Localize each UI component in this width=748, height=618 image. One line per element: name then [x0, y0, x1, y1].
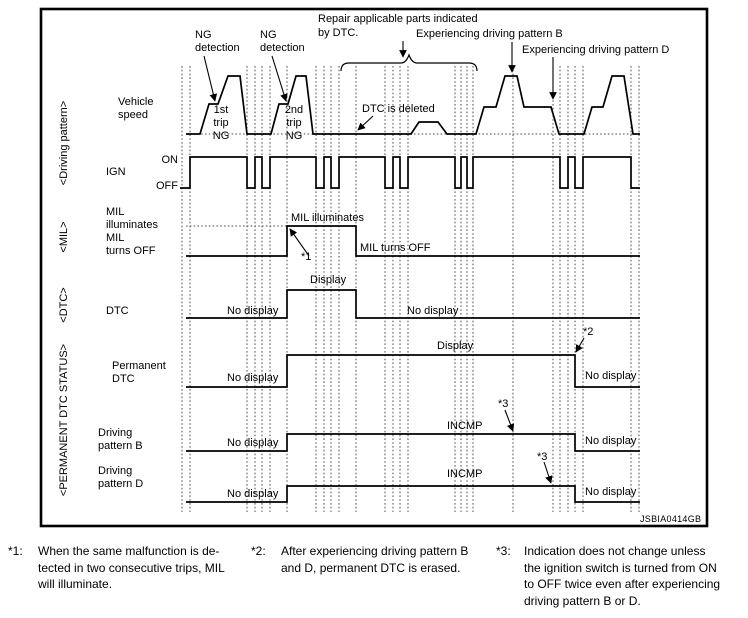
dtc-no-display-left: No display: [227, 305, 279, 317]
pdtc-no-display-right: No display: [585, 370, 637, 382]
dtc-display-label: Display: [310, 274, 347, 286]
signal-mil: [186, 225, 640, 257]
signal-dtc: [186, 289, 640, 319]
dtc-no-display-right: No display: [407, 305, 459, 317]
footnote-3-text: Indication does not change unless the ig…: [524, 544, 721, 608]
row-label-dtc: DTC: [106, 305, 129, 317]
annotation-experiencing-pattern-d: Experiencing driving pattern D: [522, 44, 670, 56]
side-label-permanent-dtc-status: <PERMANENT DTC STATUS>: [58, 343, 70, 497]
annotation-repair: Repair applicable parts indicated by DTC…: [318, 13, 478, 39]
annotation-star1: *1: [301, 251, 312, 263]
annotation-dtc-deleted: DTC is deleted: [362, 103, 435, 115]
label-trip2: 2nd trip NG: [284, 104, 304, 142]
side-label-mil: <MIL>: [58, 221, 70, 253]
b-no-display-left: No display: [227, 437, 279, 449]
arrow-star1-mil-corner: [289, 228, 310, 257]
arrow-star3-pattern-d: [543, 461, 553, 484]
arrow-star2-pdtc-drop: [575, 337, 585, 353]
footnote-1-marker: *1:: [8, 544, 23, 558]
d-incmp-label: INCMP: [447, 468, 483, 480]
b-no-display-right: No display: [585, 435, 637, 447]
diagram-border: [39, 7, 709, 528]
row-label-vehicle-speed: Vehicle speed: [118, 96, 154, 121]
arrow-ng-detection-1: [203, 55, 218, 102]
row-label-permanent-dtc: Permanent DTC: [112, 360, 166, 385]
signal-driving-pattern-d: [186, 485, 640, 503]
row-label-pattern-b: Driving pattern B: [98, 427, 143, 452]
row-label-ign: IGN: [106, 166, 126, 178]
signal-vehicle-speed: [186, 75, 640, 135]
signal-ign: [180, 156, 640, 189]
annotation-ng-detection-1: NG detection: [195, 29, 240, 54]
signal-permanent-dtc: [186, 354, 640, 388]
d-no-display-right: No display: [585, 486, 637, 498]
annotation-star2: *2: [583, 326, 594, 338]
label-trip1: 1st trip NG: [212, 104, 230, 142]
ign-off-label: OFF: [156, 180, 178, 192]
annotation-star3-b: *3: [498, 398, 509, 410]
figure-code: JSBIA0414GB: [640, 514, 702, 524]
d-no-display-left: No display: [227, 488, 279, 500]
pdtc-no-display-left: No display: [227, 372, 279, 384]
arrow-star3-pattern-b: [504, 409, 515, 432]
footnote-2-text: After experiencing driving pattern B and…: [281, 544, 469, 575]
arrow-dtc-deleted: [357, 115, 374, 131]
b-incmp-label: INCMP: [447, 420, 483, 432]
annotation-mil-illuminates: MIL illuminates: [291, 212, 364, 224]
row-label-mil: MIL illuminates MIL turns OFF: [106, 206, 158, 257]
footnote-1-text: When the same malfunction is de- tected …: [38, 544, 225, 591]
arrow-ng-detection-2: [271, 55, 288, 102]
signal-driving-pattern-b: [186, 433, 640, 452]
side-label-dtc: <DTC>: [58, 287, 70, 323]
pdtc-display-label: Display: [437, 340, 474, 352]
row-label-pattern-d: Driving pattern D: [98, 465, 144, 490]
annotation-mil-turns-off: MIL turns OFF: [360, 242, 431, 254]
side-label-driving-pattern: <Driving pattern>: [58, 100, 70, 186]
annotation-experiencing-pattern-b: Experiencing driving pattern B: [416, 28, 563, 40]
ign-on-label: ON: [161, 154, 179, 166]
footnote-2-marker: *2:: [251, 544, 266, 558]
footnote-3-marker: *3:: [496, 544, 511, 558]
repair-brace: [340, 53, 478, 72]
annotation-star3-d: *3: [537, 451, 548, 463]
annotation-ng-detection-2: NG detection: [260, 29, 305, 54]
